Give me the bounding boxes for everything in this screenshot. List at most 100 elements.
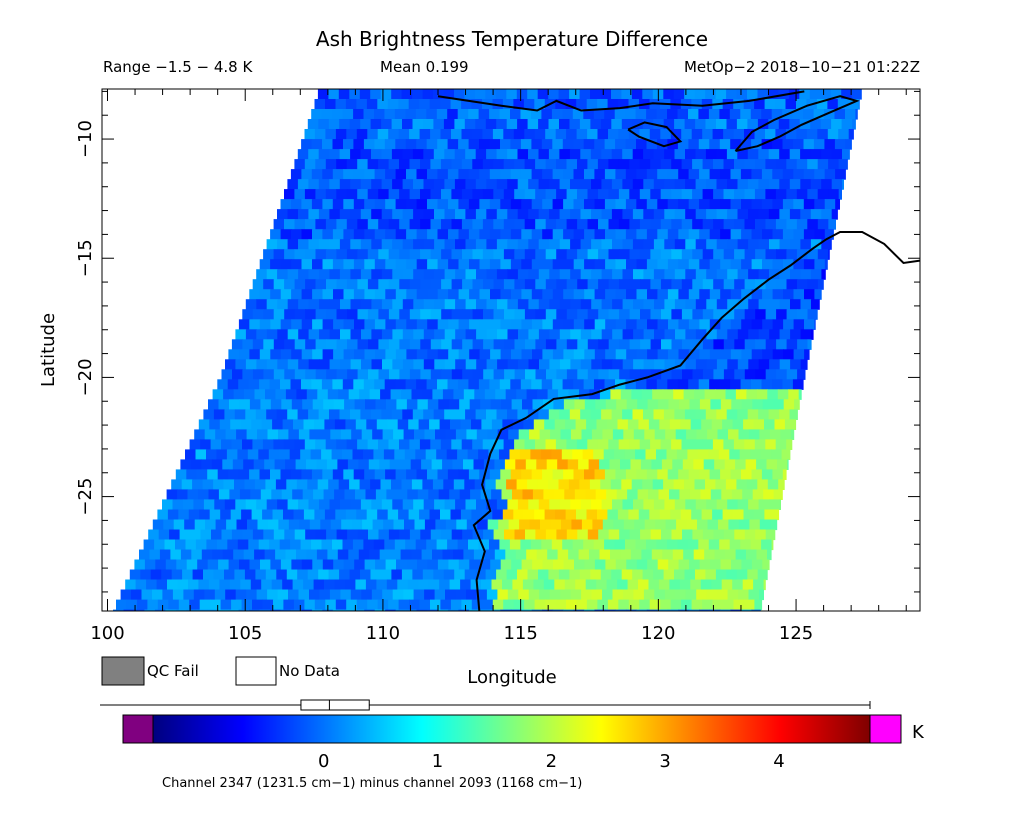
field-cell [182, 569, 194, 581]
field-cell [582, 449, 594, 460]
field-cell [458, 259, 470, 270]
field-cell [231, 599, 243, 611]
field-cell [779, 179, 791, 190]
field-cell [357, 249, 369, 260]
field-cell [573, 609, 585, 611]
field-cell [259, 289, 271, 300]
field-cell [328, 569, 340, 581]
field-cell [256, 359, 268, 370]
field-cell [537, 479, 549, 490]
field-cell [129, 569, 141, 581]
field-cell [537, 389, 549, 400]
field-cell [587, 249, 599, 260]
field-cell [786, 279, 798, 290]
field-cell [271, 489, 283, 500]
field-cell [291, 319, 303, 330]
field-cell [538, 269, 550, 280]
field-cell [559, 119, 571, 130]
field-cell [298, 359, 310, 370]
field-cell [388, 249, 400, 260]
field-cell [605, 319, 617, 330]
field-cell [364, 319, 376, 330]
field-cell [660, 129, 672, 140]
field-cell [180, 459, 192, 470]
field-cell [296, 479, 308, 490]
field-cell [738, 519, 750, 531]
mean-text: Mean 0.199 [380, 58, 469, 76]
field-cell [333, 289, 345, 300]
field-cell [578, 549, 590, 561]
field-cell [726, 149, 738, 160]
field-cell [628, 509, 640, 521]
field-cell [465, 269, 477, 280]
field-cell [675, 429, 687, 440]
field-cell [640, 369, 652, 380]
field-cell [208, 579, 220, 591]
field-cell [598, 529, 610, 541]
field-cell [656, 379, 668, 390]
field-cell [517, 269, 529, 280]
field-cell [210, 599, 222, 611]
field-cell [514, 189, 526, 200]
field-cell [606, 489, 618, 500]
field-cell [828, 249, 830, 260]
field-cell [521, 199, 533, 210]
field-cell [595, 489, 607, 500]
field-cell [503, 249, 515, 260]
field-cell [556, 529, 568, 541]
field-cell [552, 289, 564, 300]
field-cell [654, 299, 666, 310]
field-cell [700, 489, 712, 500]
field-cell [186, 559, 198, 571]
field-cell [491, 579, 503, 591]
field-cell [472, 439, 484, 450]
field-cell [322, 199, 334, 210]
field-cell [464, 569, 476, 581]
field-cell [767, 89, 779, 100]
field-cell [241, 509, 253, 521]
field-cell [360, 499, 372, 510]
field-cell [409, 309, 421, 320]
field-cell [503, 439, 515, 450]
field-cell [824, 199, 836, 210]
field-cell [709, 229, 721, 240]
field-cell [463, 389, 475, 400]
field-cell [788, 89, 800, 100]
field-cell [443, 479, 455, 490]
field-cell [348, 549, 360, 561]
field-cell [741, 229, 753, 240]
field-cell [535, 159, 547, 170]
field-cell [563, 319, 575, 330]
field-cell [479, 289, 491, 300]
field-cell [786, 159, 798, 170]
field-cell [521, 169, 533, 180]
field-cell [576, 99, 588, 110]
field-cell [328, 479, 340, 490]
field-cell [439, 579, 451, 591]
field-cell [395, 199, 407, 210]
field-cell [601, 329, 613, 340]
field-cell [656, 449, 668, 460]
field-cell [398, 129, 410, 140]
field-cell [608, 219, 620, 230]
field-cell [711, 419, 723, 430]
field-cell [525, 459, 537, 470]
field-cell [434, 499, 446, 510]
field-cell [573, 259, 585, 270]
field-cell [786, 189, 798, 200]
field-cell [745, 459, 757, 470]
field-cell [782, 199, 794, 210]
field-cell [483, 459, 495, 470]
field-cell [563, 229, 575, 240]
field-cell [559, 209, 571, 220]
field-cell [371, 149, 383, 160]
field-cell [786, 249, 798, 260]
field-cell [698, 109, 710, 120]
field-cell [324, 419, 336, 430]
field-cell [565, 99, 577, 110]
field-cell [507, 409, 519, 420]
field-cell [322, 559, 334, 571]
field-cell [231, 529, 243, 541]
field-cell [350, 299, 362, 310]
field-cell [615, 349, 627, 360]
